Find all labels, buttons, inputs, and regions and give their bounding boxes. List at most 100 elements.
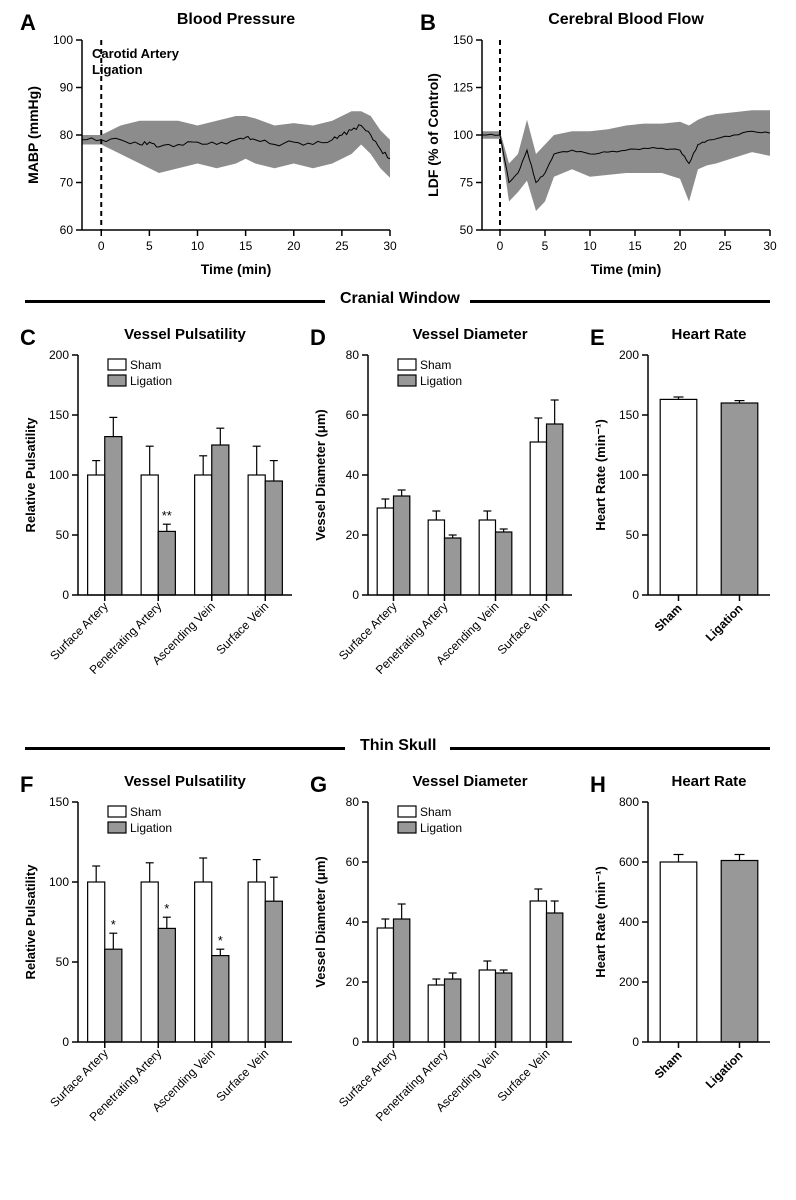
svg-text:0: 0: [62, 1035, 69, 1049]
svg-text:F: F: [20, 772, 33, 797]
svg-text:Carotid Artery: Carotid Artery: [92, 46, 180, 61]
svg-text:0: 0: [632, 588, 639, 602]
svg-text:Sham: Sham: [130, 805, 161, 819]
divider-cranial-left: [25, 300, 325, 303]
svg-text:200: 200: [49, 348, 69, 362]
svg-text:Sham: Sham: [130, 358, 161, 372]
svg-text:75: 75: [460, 176, 474, 190]
svg-text:Sham: Sham: [420, 805, 451, 819]
svg-text:200: 200: [619, 975, 639, 989]
svg-text:Vessel Pulsatility: Vessel Pulsatility: [124, 773, 246, 790]
svg-text:5: 5: [542, 239, 549, 253]
svg-text:80: 80: [346, 348, 360, 362]
svg-text:D: D: [310, 325, 326, 350]
svg-text:150: 150: [49, 795, 69, 809]
svg-text:150: 150: [49, 408, 69, 422]
divider-thin-right: [450, 747, 770, 750]
svg-text:200: 200: [619, 348, 639, 362]
svg-text:60: 60: [60, 223, 74, 237]
svg-text:80: 80: [60, 128, 74, 142]
svg-text:100: 100: [453, 128, 473, 142]
svg-text:100: 100: [49, 468, 69, 482]
svg-text:0: 0: [497, 239, 504, 253]
panel-g: GVessel DiameterSurface ArteryPenetratin…: [310, 772, 580, 1177]
svg-text:15: 15: [628, 239, 642, 253]
svg-text:Sham: Sham: [652, 601, 685, 634]
svg-text:Vessel Diameter (μm): Vessel Diameter (μm): [313, 856, 328, 988]
svg-text:150: 150: [619, 408, 639, 422]
svg-text:70: 70: [60, 176, 74, 190]
svg-text:50: 50: [460, 223, 474, 237]
svg-text:50: 50: [56, 955, 70, 969]
svg-text:**: **: [162, 508, 172, 523]
svg-text:30: 30: [383, 239, 397, 253]
svg-text:Heart Rate (min⁻¹): Heart Rate (min⁻¹): [593, 419, 608, 531]
svg-text:E: E: [590, 325, 605, 350]
svg-text:*: *: [164, 901, 169, 916]
svg-text:Surface Vein: Surface Vein: [495, 1046, 553, 1104]
svg-text:100: 100: [53, 33, 73, 47]
panel-b: BCerebral Blood Flow50751001251500510152…: [420, 10, 780, 285]
svg-text:0: 0: [62, 588, 69, 602]
svg-text:Vessel Diameter (μm): Vessel Diameter (μm): [313, 409, 328, 541]
section-thin-label: Thin Skull: [350, 737, 446, 755]
svg-text:H: H: [590, 772, 606, 797]
svg-text:G: G: [310, 772, 327, 797]
svg-text:MABP (mmHg): MABP (mmHg): [25, 86, 41, 184]
svg-text:Surface Vein: Surface Vein: [213, 599, 271, 657]
section-cranial-label: Cranial Window: [330, 290, 470, 308]
svg-text:*: *: [111, 917, 116, 932]
svg-text:Vessel Pulsatility: Vessel Pulsatility: [124, 326, 246, 343]
svg-text:50: 50: [56, 528, 70, 542]
svg-text:Vessel Diameter: Vessel Diameter: [412, 326, 527, 343]
svg-text:Ligation: Ligation: [703, 1048, 746, 1091]
svg-text:LDF (% of Control): LDF (% of Control): [425, 73, 441, 197]
divider-cranial-right: [470, 300, 770, 303]
svg-text:Ligation: Ligation: [130, 374, 172, 388]
svg-text:15: 15: [239, 239, 253, 253]
svg-text:30: 30: [763, 239, 777, 253]
svg-text:Ligation: Ligation: [130, 821, 172, 835]
svg-text:800: 800: [619, 795, 639, 809]
svg-text:Ligation: Ligation: [703, 601, 746, 644]
svg-text:20: 20: [673, 239, 687, 253]
svg-text:25: 25: [718, 239, 732, 253]
svg-text:60: 60: [346, 408, 360, 422]
svg-text:20: 20: [287, 239, 301, 253]
panel-c: CVessel PulsatilitySurface Artery**Penet…: [20, 325, 300, 730]
svg-text:Surface Vein: Surface Vein: [213, 1046, 271, 1104]
panel-a: ABlood Pressure60708090100051015202530Ti…: [20, 10, 400, 285]
svg-text:Relative Pulsatility: Relative Pulsatility: [23, 417, 38, 533]
svg-text:50: 50: [626, 528, 640, 542]
svg-text:20: 20: [346, 528, 360, 542]
svg-text:0: 0: [632, 1035, 639, 1049]
svg-text:100: 100: [49, 875, 69, 889]
panel-e: EHeart RateShamLigation050100150200Heart…: [590, 325, 780, 680]
svg-text:10: 10: [583, 239, 597, 253]
svg-text:Ligation: Ligation: [420, 821, 462, 835]
svg-text:Ligation: Ligation: [92, 62, 143, 77]
panel-h: HHeart RateShamLigation0200400600800Hear…: [590, 772, 780, 1127]
svg-text:90: 90: [60, 81, 74, 95]
svg-text:10: 10: [191, 239, 205, 253]
svg-text:Blood Pressure: Blood Pressure: [177, 11, 295, 28]
svg-text:Cerebral Blood Flow: Cerebral Blood Flow: [548, 11, 704, 28]
svg-text:150: 150: [453, 33, 473, 47]
svg-text:Relative Pulsatility: Relative Pulsatility: [23, 864, 38, 980]
svg-text:100: 100: [619, 468, 639, 482]
svg-text:Surface Vein: Surface Vein: [495, 599, 553, 657]
svg-text:Vessel Diameter: Vessel Diameter: [412, 773, 527, 790]
svg-text:Sham: Sham: [652, 1048, 685, 1081]
svg-text:Heart Rate (min⁻¹): Heart Rate (min⁻¹): [593, 866, 608, 978]
svg-text:*: *: [218, 933, 223, 948]
svg-text:5: 5: [146, 239, 153, 253]
svg-text:Heart Rate: Heart Rate: [671, 773, 746, 790]
svg-text:40: 40: [346, 468, 360, 482]
svg-text:25: 25: [335, 239, 349, 253]
svg-text:Sham: Sham: [420, 358, 451, 372]
svg-text:60: 60: [346, 855, 360, 869]
svg-text:Ligation: Ligation: [420, 374, 462, 388]
svg-text:Time (min): Time (min): [591, 261, 662, 277]
svg-text:0: 0: [98, 239, 105, 253]
svg-text:40: 40: [346, 915, 360, 929]
